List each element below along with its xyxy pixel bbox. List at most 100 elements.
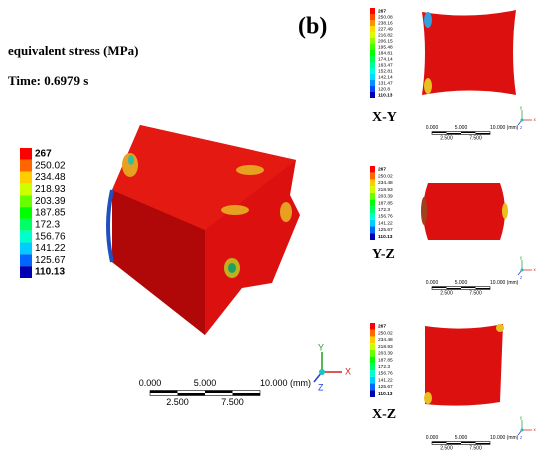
legend-label: 203.39: [35, 196, 66, 207]
legend-swatch: [370, 166, 375, 173]
scale-frame: [149, 390, 261, 396]
legend-label: 187.85: [35, 208, 66, 219]
legend-label: 142.14: [378, 74, 393, 80]
legend-swatch: [370, 44, 375, 50]
model: [106, 125, 300, 335]
scale-label: 2.500: [440, 136, 453, 142]
legend-label: 131.47: [378, 80, 393, 86]
scale-bar: [446, 288, 461, 290]
legend-swatch: [370, 370, 375, 377]
legend-swatch: [370, 56, 375, 62]
scale-bar: [205, 390, 233, 393]
legend-swatch: [370, 226, 375, 234]
legend-swatch: [20, 159, 32, 172]
scale-label: 0.000: [426, 125, 439, 131]
scale-label: 2.500: [166, 397, 189, 407]
legend-swatch: [370, 219, 375, 227]
legend-swatch: [370, 62, 375, 68]
view-xz-model: [424, 324, 504, 406]
legend-label: 172.3: [378, 364, 390, 370]
legend-swatch: [20, 254, 32, 267]
legend-label: 218.93: [35, 184, 66, 195]
legend-label: 125.67: [35, 255, 66, 266]
legend-label: 267: [378, 8, 386, 14]
scale-label: 10.000 (mm): [490, 435, 519, 441]
legend-swatch: [20, 195, 32, 208]
legend-swatch: [20, 148, 32, 160]
legend-label: 125.67: [378, 227, 393, 233]
legend-label: 110.13: [378, 92, 393, 98]
legend-swatch: [370, 233, 375, 240]
axis-label: Z: [318, 382, 324, 392]
scale-label: 7.500: [469, 136, 482, 142]
legend-label: 234.48: [35, 172, 66, 183]
legend-swatch: [370, 74, 375, 80]
time: Time: 0.6979 s: [8, 73, 88, 88]
legend-swatch: [20, 218, 32, 231]
view-label: X-Z: [372, 407, 396, 422]
legend-swatch: [370, 192, 375, 200]
legend-label: 110.13: [378, 234, 393, 240]
legend-label: 187.85: [378, 357, 393, 363]
legend-swatch: [370, 323, 375, 330]
scale-label: 5.000: [194, 378, 217, 388]
scale-frame: [431, 286, 491, 290]
legend-label: 110.13: [378, 391, 393, 397]
axis-label: x: [534, 427, 537, 432]
legend-label: 267: [378, 167, 386, 173]
scale-bar: [432, 286, 447, 288]
legend-label: 156.76: [378, 371, 393, 377]
scale-bar: [232, 393, 260, 396]
legend-label: 250.02: [378, 173, 393, 179]
legend-swatch: [20, 171, 32, 184]
legend-swatch: [370, 363, 375, 371]
scale-bar: [446, 443, 461, 445]
legend-label: 203.39: [378, 194, 393, 200]
legend-swatch: [370, 206, 375, 214]
legend-swatch: [20, 266, 32, 278]
legend-swatch: [370, 80, 375, 86]
view-label: X-Y: [372, 110, 397, 125]
legend-swatch: [370, 343, 375, 350]
scale-label: 0.000: [139, 378, 162, 388]
scale-bar: [446, 133, 461, 135]
axis-origin: [520, 428, 524, 432]
legend-label: 187.85: [378, 200, 393, 206]
legend-swatch: [370, 383, 375, 391]
axis-origin: [520, 118, 524, 122]
legend-label: 238.16: [378, 20, 393, 26]
scale-bar: [475, 443, 490, 445]
legend-swatch: [20, 183, 32, 196]
scale-label: 10.000 (mm): [490, 125, 519, 131]
scale-bar: [461, 286, 476, 288]
legend-label: 250.02: [378, 330, 393, 336]
title: equivalent stress (MPa): [8, 43, 138, 58]
legend-label: 125.67: [378, 384, 393, 390]
axis-label: z: [520, 435, 523, 440]
axis-label: z: [520, 125, 523, 130]
legend-label: 250.08: [378, 14, 393, 20]
view-xy-model: [422, 10, 516, 95]
legend-swatch: [370, 329, 375, 337]
legend-label: 184.81: [378, 50, 393, 56]
legend-label: 216.82: [378, 32, 393, 38]
legend-swatch: [370, 14, 375, 20]
legend-swatch: [370, 172, 375, 180]
legend-swatch: [370, 38, 375, 44]
legend-swatch: [20, 230, 32, 243]
scale-label: 2.500: [440, 446, 453, 452]
scale-bar: [475, 133, 490, 135]
legend-label: 174.14: [378, 56, 393, 62]
legend-swatch: [370, 20, 375, 26]
view-yz-model: [421, 183, 508, 240]
legend-label: 234.48: [378, 180, 393, 186]
legend-label: 267: [35, 149, 52, 160]
legend-swatch: [370, 179, 375, 187]
scale-label: 5.000: [455, 125, 468, 131]
axis-origin: [319, 369, 325, 375]
legend-label: 172.3: [378, 207, 390, 213]
scale-label: 7.500: [221, 397, 244, 407]
scale-label: 2.500: [440, 291, 453, 297]
legend-swatch: [370, 390, 375, 397]
